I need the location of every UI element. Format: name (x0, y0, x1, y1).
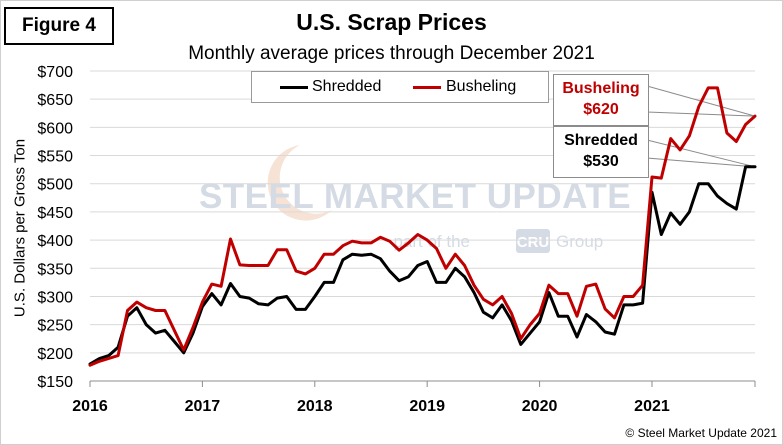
watermark-sub-suffix: Group (556, 232, 603, 251)
watermark-swoosh (267, 145, 332, 221)
callout-leaders (646, 85, 756, 168)
shredded-callout-name: Shredded (564, 132, 638, 149)
y-axis-label: U.S. Dollars per Gross Ton (11, 138, 29, 318)
y-tick-label: $200 (37, 346, 73, 363)
busheling-callout: Busheling $620 (553, 74, 649, 126)
legend-swatch-busheling (413, 86, 441, 89)
y-tick-label: $300 (37, 289, 73, 306)
x-tick-label: 2016 (72, 398, 108, 415)
shredded-callout: Shredded $530 (553, 126, 649, 178)
legend-label-shredded: Shredded (312, 78, 382, 95)
watermark-text: STEEL MARKET UPDATE (199, 177, 631, 216)
chart-title: U.S. Scrap Prices (296, 9, 487, 35)
watermark-brand: CRU (517, 234, 550, 251)
chart-subtitle: Monthly average prices through December … (188, 43, 595, 64)
legend-swatch-shredded (280, 86, 308, 89)
y-tick-label: $500 (37, 177, 73, 194)
x-tick-label: 2020 (522, 398, 558, 415)
series-lines (88, 86, 757, 367)
y-tick-label: $450 (37, 205, 73, 222)
watermark-brand-box (516, 229, 550, 253)
watermark: STEEL MARKET UPDATE part of the CRU Grou… (199, 145, 631, 253)
series-line-busheling (88, 86, 757, 367)
watermark-sub-prefix: part of the (393, 232, 470, 251)
y-tick-label: $700 (37, 64, 73, 81)
x-tick-label: 2021 (634, 398, 670, 415)
y-tick-label: $600 (37, 120, 73, 137)
y-tick-label: $650 (37, 92, 73, 109)
busheling-callout-value: $620 (583, 101, 619, 118)
shredded-callout-value: $530 (583, 153, 619, 170)
x-tick-label: 2018 (297, 398, 333, 415)
x-tick-label: 2017 (185, 398, 221, 415)
legend-label-busheling: Busheling (446, 78, 517, 95)
x-axis-ticks: 2016 2017 2018 2019 2020 2021 (72, 381, 756, 415)
y-tick-label: $250 (37, 318, 73, 335)
copyright-text: © Steel Market Update 2021 (625, 426, 777, 440)
y-tick-label: $150 (37, 374, 73, 391)
series-line-shredded (88, 165, 757, 366)
y-axis-ticks: $150 $200 $250 $300 $350 $400 $450 $500 $550 $600… (37, 64, 73, 391)
legend: Shredded Busheling (251, 71, 549, 103)
shredded-callout-pointer (646, 139, 756, 168)
figure-label: Figure 4 (4, 7, 114, 45)
busheling-callout-name: Busheling (562, 80, 640, 97)
y-tick-label: $400 (37, 233, 73, 250)
x-tick-label: 2019 (409, 398, 445, 415)
y-tick-label: $550 (37, 149, 73, 166)
y-tick-label: $350 (37, 261, 73, 278)
